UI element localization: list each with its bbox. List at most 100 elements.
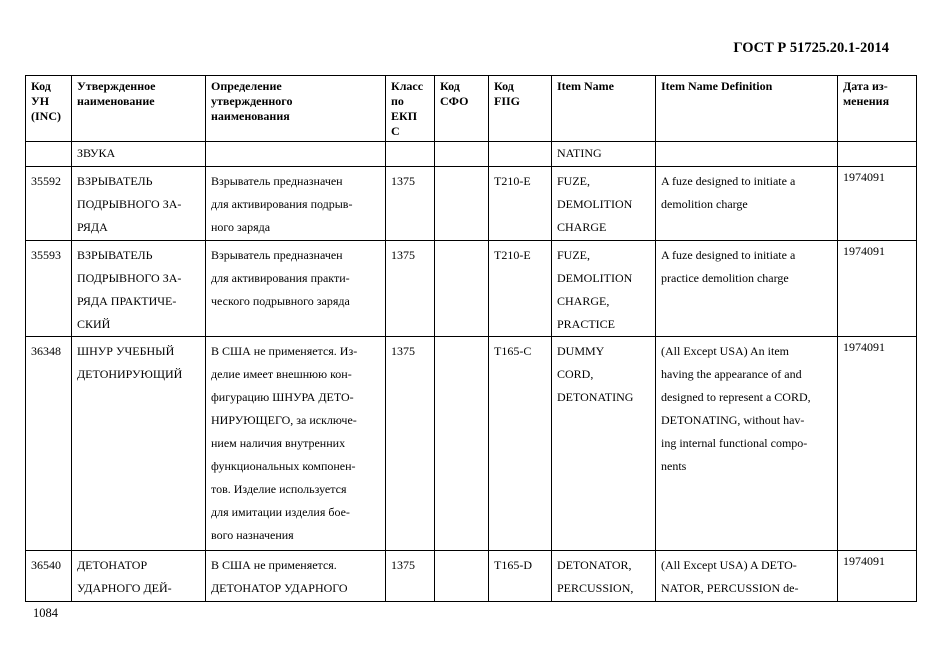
cell-definition: В США не применяется. ДЕТОНАТОР УДАРНОГО	[205, 550, 386, 602]
cell-line: ПОДРЫВНОГО ЗА-	[77, 197, 182, 211]
cell-line: CHARGE	[557, 220, 607, 234]
table-row: ЗВУКА NATING	[25, 141, 917, 167]
table-row: 36348 ШНУР УЧЕБНЫЙ ДЕТОНИРУЮЩИЙ В США не пр…	[25, 336, 917, 551]
catalog-table: Код УН (INC) Утвержденное наименование Опреде…	[25, 75, 917, 602]
cell-approved-name: ШНУР УЧЕБНЫЙ ДЕТОНИРУЮЩИЙ	[71, 336, 206, 551]
cell-change-date	[837, 141, 917, 167]
cell-line: 1375	[391, 248, 415, 262]
cell-line: ШНУР УЧЕБНЫЙ	[77, 344, 175, 358]
cell-line: demolition charge	[661, 197, 748, 211]
header-line: Утвержденное	[77, 79, 156, 93]
cell-approved-name: ВЗРЫВАТЕЛЬ ПОДРЫВНОГО ЗА- РЯДА	[71, 166, 206, 241]
cell-approved-name: ЗВУКА	[71, 141, 206, 167]
cell-class: 1375	[385, 550, 435, 602]
header-line: Item Name Definition	[661, 79, 773, 93]
cell-inc-code: 35592	[25, 166, 72, 241]
cell-line: для активирования практи-	[211, 271, 350, 285]
column-header-inc-code: Код УН (INC)	[25, 75, 72, 142]
cell-line: УДАРНОГО ДЕЙ-	[77, 581, 172, 595]
column-header-fiig-code: Код FIIG	[488, 75, 552, 142]
cell-line: FUZE,	[557, 174, 590, 188]
column-header-sfo-code: Код СФО	[434, 75, 489, 142]
cell-line: ЗВУКА	[77, 146, 116, 160]
cell-approved-name: ДЕТОНАТОР УДАРНОГО ДЕЙ-	[71, 550, 206, 602]
cell-line: 36348	[31, 344, 61, 358]
header-line: утвержденного	[211, 94, 293, 108]
cell-line: A fuze designed to initiate a	[661, 174, 796, 188]
cell-line: nents	[661, 459, 687, 473]
header-line: Определение	[211, 79, 282, 93]
cell-approved-name: ВЗРЫВАТЕЛЬ ПОДРЫВНОГО ЗА- РЯДА ПРАКТИЧЕ- СК…	[71, 240, 206, 337]
cell-sfo-code	[434, 240, 489, 337]
cell-line: Взрыватель предназначен	[211, 248, 343, 262]
cell-line: NATOR, PERCUSSION de-	[661, 581, 799, 595]
cell-line: В США не применяется. Из-	[211, 344, 358, 358]
cell-line: (All Except USA) A DETO-	[661, 558, 797, 572]
cell-line: делие имеет внешнюю кон-	[211, 367, 352, 381]
cell-change-date: 1974091	[837, 166, 917, 241]
column-header-change-date: Дата из-менения	[837, 75, 917, 142]
cell-line: ПОДРЫВНОГО ЗА-	[77, 271, 182, 285]
cell-item-name: FUZE, DEMOLITION CHARGE, PRACTICE	[551, 240, 656, 337]
cell-line: 36540	[31, 558, 61, 572]
cell-class	[385, 141, 435, 167]
cell-line: T165-D	[494, 558, 532, 572]
table-row: 35592 ВЗРЫВАТЕЛЬ ПОДРЫВНОГО ЗА- РЯДА Взрыват…	[25, 166, 917, 241]
cell-line: CHARGE,	[557, 294, 610, 308]
cell-line: нием наличия внутренних	[211, 436, 346, 450]
cell-line: ного заряда	[211, 220, 271, 234]
cell-line: DETONATING, without hav-	[661, 413, 805, 427]
cell-line: 1974091	[843, 244, 885, 258]
cell-line: T210-E	[494, 174, 531, 188]
document-title: ГОСТ Р 51725.20.1-2014	[733, 40, 889, 56]
header-line: ЕКП	[391, 109, 418, 123]
page-number: 1084	[33, 606, 58, 620]
cell-fiig-code: T210-E	[488, 240, 552, 337]
cell-line: PERCUSSION,	[557, 581, 634, 595]
header-line: FIIG	[494, 94, 521, 108]
cell-line: для имитации изделия бое-	[211, 505, 350, 519]
cell-line: NATING	[557, 146, 602, 160]
cell-inc-code	[25, 141, 72, 167]
cell-definition: Взрыватель предназначен для активирования…	[205, 166, 386, 241]
cell-line: DETONATOR,	[557, 558, 632, 572]
cell-sfo-code	[434, 141, 489, 167]
header-line: УН	[31, 94, 50, 108]
cell-line: ВЗРЫВАТЕЛЬ	[77, 174, 153, 188]
column-header-item-name: Item Name	[551, 75, 656, 142]
cell-line: ческого подрывного заряда	[211, 294, 350, 308]
column-header-item-name-definition: Item Name Definition	[655, 75, 838, 142]
cell-line: T165-C	[494, 344, 532, 358]
cell-line: PRACTICE	[557, 317, 616, 331]
cell-line: DETONATING	[557, 390, 634, 404]
cell-line: для активирования подрыв-	[211, 197, 353, 211]
cell-line: 1375	[391, 174, 415, 188]
header-line: Код	[440, 79, 460, 93]
cell-line: Взрыватель предназначен	[211, 174, 343, 188]
cell-inc-code: 36348	[25, 336, 72, 551]
cell-line: ДЕТОНАТОР УДАРНОГО	[211, 581, 348, 595]
header-line: наименования	[211, 109, 290, 123]
cell-definition	[205, 141, 386, 167]
cell-line: 1974091	[843, 554, 885, 568]
table-row: 35593 ВЗРЫВАТЕЛЬ ПОДРЫВНОГО ЗА- РЯДА ПРАКТИ…	[25, 240, 917, 337]
cell-line: CORD,	[557, 367, 594, 381]
header-line: Дата из-	[843, 79, 888, 93]
cell-inc-code: 35593	[25, 240, 72, 337]
cell-class: 1375	[385, 336, 435, 551]
header-line: Код	[31, 79, 51, 93]
cell-line: 1974091	[843, 340, 885, 354]
header-line: Код	[494, 79, 514, 93]
cell-line: A fuze designed to initiate a	[661, 248, 796, 262]
cell-definition: В США не применяется. Из-делие имеет вне…	[205, 336, 386, 551]
cell-line: СКИЙ	[77, 317, 111, 331]
cell-line: DUMMY	[557, 344, 605, 358]
cell-line: РЯДА ПРАКТИЧЕ-	[77, 294, 177, 308]
cell-fiig-code	[488, 141, 552, 167]
header-line: наименование	[77, 94, 155, 108]
cell-line: T210-E	[494, 248, 531, 262]
cell-item-name: DUMMY CORD, DETONATING	[551, 336, 656, 551]
cell-item-name: FUZE, DEMOLITION CHARGE	[551, 166, 656, 241]
cell-line: practice demolition charge	[661, 271, 789, 285]
